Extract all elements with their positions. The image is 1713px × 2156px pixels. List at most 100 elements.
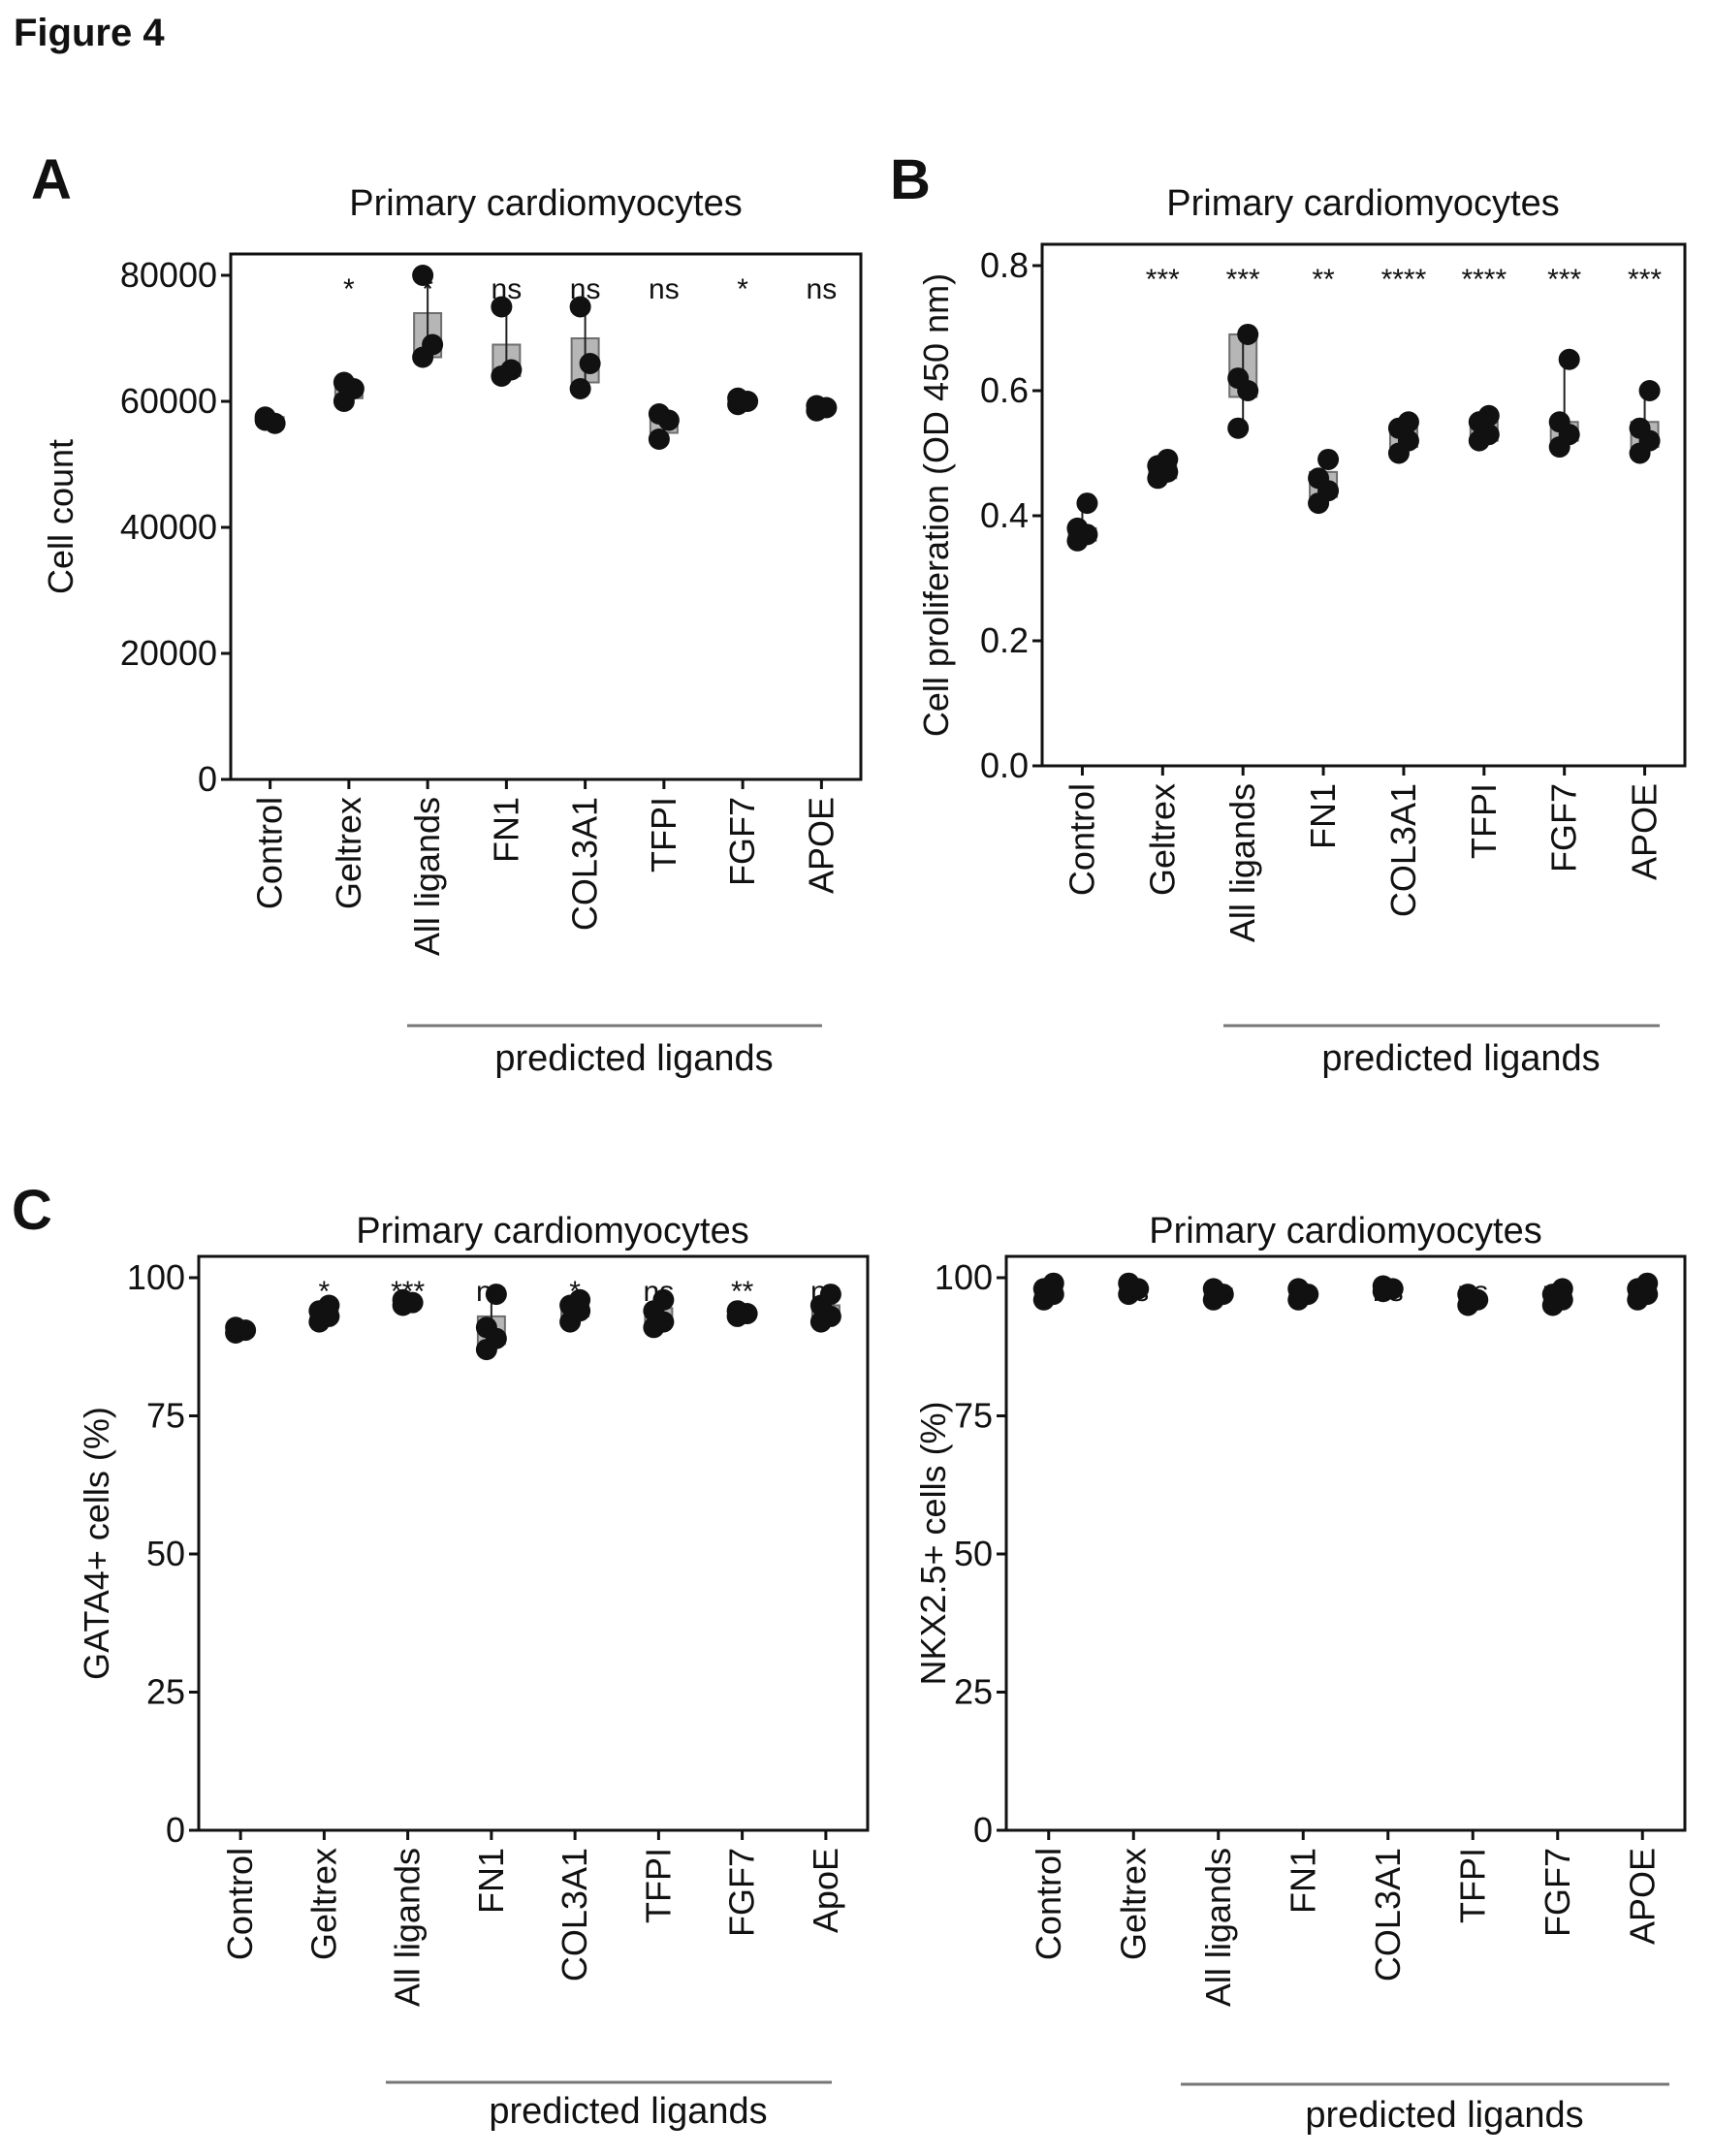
plot-frame: [229, 252, 863, 781]
data-point: [1477, 404, 1500, 427]
significance-label: ns: [810, 1276, 841, 1308]
significance-label: ns: [570, 273, 601, 305]
x-tick-label: Geltrex: [303, 1848, 343, 1960]
y-tick-label: 0: [973, 1810, 993, 1850]
panel-label: A: [31, 148, 72, 211]
significance-label: ns: [1203, 1276, 1234, 1308]
significance-label: ***: [1547, 264, 1581, 296]
panel-4-group: Primary cardiomyocytes NKX2.5+ cells (%) 0…: [913, 1211, 1687, 2136]
significance-label: **: [731, 1276, 754, 1308]
data-point: [392, 1288, 414, 1311]
data-point: [1157, 448, 1179, 470]
significance-label: ns: [492, 273, 523, 305]
data-point: [500, 359, 523, 381]
chart-title: Primary cardiomyocytes: [1149, 1211, 1541, 1252]
data-point: [1457, 1284, 1479, 1306]
y-tick-label: 50: [146, 1534, 185, 1573]
x-tick-label: Geltrex: [1142, 783, 1182, 896]
y-tick-label: 25: [146, 1672, 185, 1712]
data-point: [1397, 411, 1419, 433]
y-axis-label: Cell count: [41, 439, 80, 594]
data-point: [333, 371, 355, 394]
significance-label: ns: [649, 273, 680, 305]
data-point: [1372, 1275, 1394, 1297]
y-tick-label: 0: [166, 1810, 185, 1850]
x-tick-label: FGF7: [722, 1848, 762, 1937]
x-tick-label: FGF7: [722, 797, 762, 886]
data-point: [648, 428, 670, 450]
x-tick-label: FGF7: [1538, 1848, 1577, 1937]
significance-label: ns: [1542, 1276, 1573, 1308]
significance-label: ***: [1226, 264, 1260, 296]
plot-frame: [1040, 242, 1687, 768]
significance-label: **: [1312, 264, 1335, 296]
data-point: [569, 296, 591, 318]
x-tick-label: COL3A1: [555, 1848, 594, 1982]
y-tick-label: 75: [954, 1396, 993, 1436]
significance-label: ***: [1628, 264, 1662, 296]
chart-title: Primary cardiomyocytes: [356, 1211, 748, 1252]
x-tick-label: FGF7: [1544, 783, 1584, 872]
y-axis-label: GATA4+ cells (%): [77, 1407, 116, 1680]
x-tick-label: COL3A1: [1368, 1848, 1408, 1982]
panel-1-group: A Primary cardiomyocytes Cell count 0 20000 4…: [31, 148, 863, 1079]
x-tick-label: All ligands: [1222, 783, 1262, 942]
data-point: [1636, 1272, 1659, 1294]
data-point: [1629, 417, 1651, 439]
x-tick-label: TFPI: [1452, 1848, 1492, 1923]
data-point: [1317, 448, 1340, 470]
x-tick-label: COL3A1: [565, 797, 605, 931]
significance-label: *: [319, 1276, 331, 1308]
x-tick-label: FN1: [486, 797, 525, 863]
predicted-ligands-label: predicted ligands: [1321, 1038, 1600, 1079]
x-tick-label: Control: [250, 797, 290, 909]
data-point: [485, 1284, 507, 1306]
significance-label: ns: [1457, 1276, 1488, 1308]
y-tick-label: 60000: [120, 381, 217, 421]
predicted-ligands-label: predicted ligands: [494, 1038, 773, 1079]
y-tick-label: 0.4: [980, 495, 1029, 535]
panel-3-group: C Primary cardiomyocytes GATA4+ cells (%) 0…: [12, 1179, 870, 2132]
x-tick-label: FN1: [1303, 783, 1343, 849]
data-point: [1227, 417, 1250, 439]
y-tick-label: 50: [954, 1534, 993, 1573]
y-axis-label: Cell proliferation (OD 450 nm): [916, 273, 956, 737]
y-tick-label: 0.6: [980, 370, 1029, 410]
x-tick-label: All ligands: [1198, 1848, 1238, 2007]
x-tick-label: COL3A1: [1383, 783, 1423, 917]
panel-label: C: [12, 1179, 52, 1242]
data-point: [652, 1288, 675, 1311]
data-point: [569, 1288, 591, 1311]
figure-title: Figure 4: [14, 12, 165, 54]
y-tick-label: 100: [127, 1257, 185, 1297]
x-tick-label: ApoE: [806, 1848, 845, 1933]
y-tick-label: 0.8: [980, 245, 1029, 285]
x-tick-label: Control: [1062, 783, 1101, 896]
significance-label: *: [343, 273, 355, 305]
y-tick-label: 80000: [120, 255, 217, 295]
data-point: [1237, 323, 1259, 345]
x-tick-label: Control: [1029, 1848, 1068, 1960]
y-tick-label: 0: [198, 759, 217, 799]
x-tick-label: TFPI: [638, 1848, 678, 1923]
x-tick-label: Control: [220, 1848, 260, 1960]
data-point: [1202, 1278, 1224, 1300]
x-tick-label: All ligands: [407, 797, 447, 956]
significance-label: ***: [1146, 264, 1180, 296]
significance-label: ****: [1461, 264, 1507, 296]
y-tick-label: 0.2: [980, 620, 1029, 660]
x-tick-label: Geltrex: [329, 797, 368, 909]
predicted-ligands-label: predicted ligands: [489, 2091, 767, 2132]
chart-title: Primary cardiomyocytes: [1166, 183, 1559, 224]
data-point: [422, 333, 444, 356]
significance-label: ****: [1381, 264, 1427, 296]
x-tick-label: All ligands: [388, 1848, 428, 2007]
panel-label: B: [890, 148, 931, 211]
significance-label: ns: [1118, 1276, 1149, 1308]
plot-frame: [1004, 1254, 1687, 1832]
panel-2-group: B Primary cardiomyocytes Cell proliferatio…: [890, 148, 1687, 1079]
data-point: [475, 1316, 497, 1339]
x-tick-label: APOE: [1625, 783, 1665, 880]
x-tick-label: APOE: [1622, 1848, 1662, 1945]
data-point: [412, 265, 434, 286]
